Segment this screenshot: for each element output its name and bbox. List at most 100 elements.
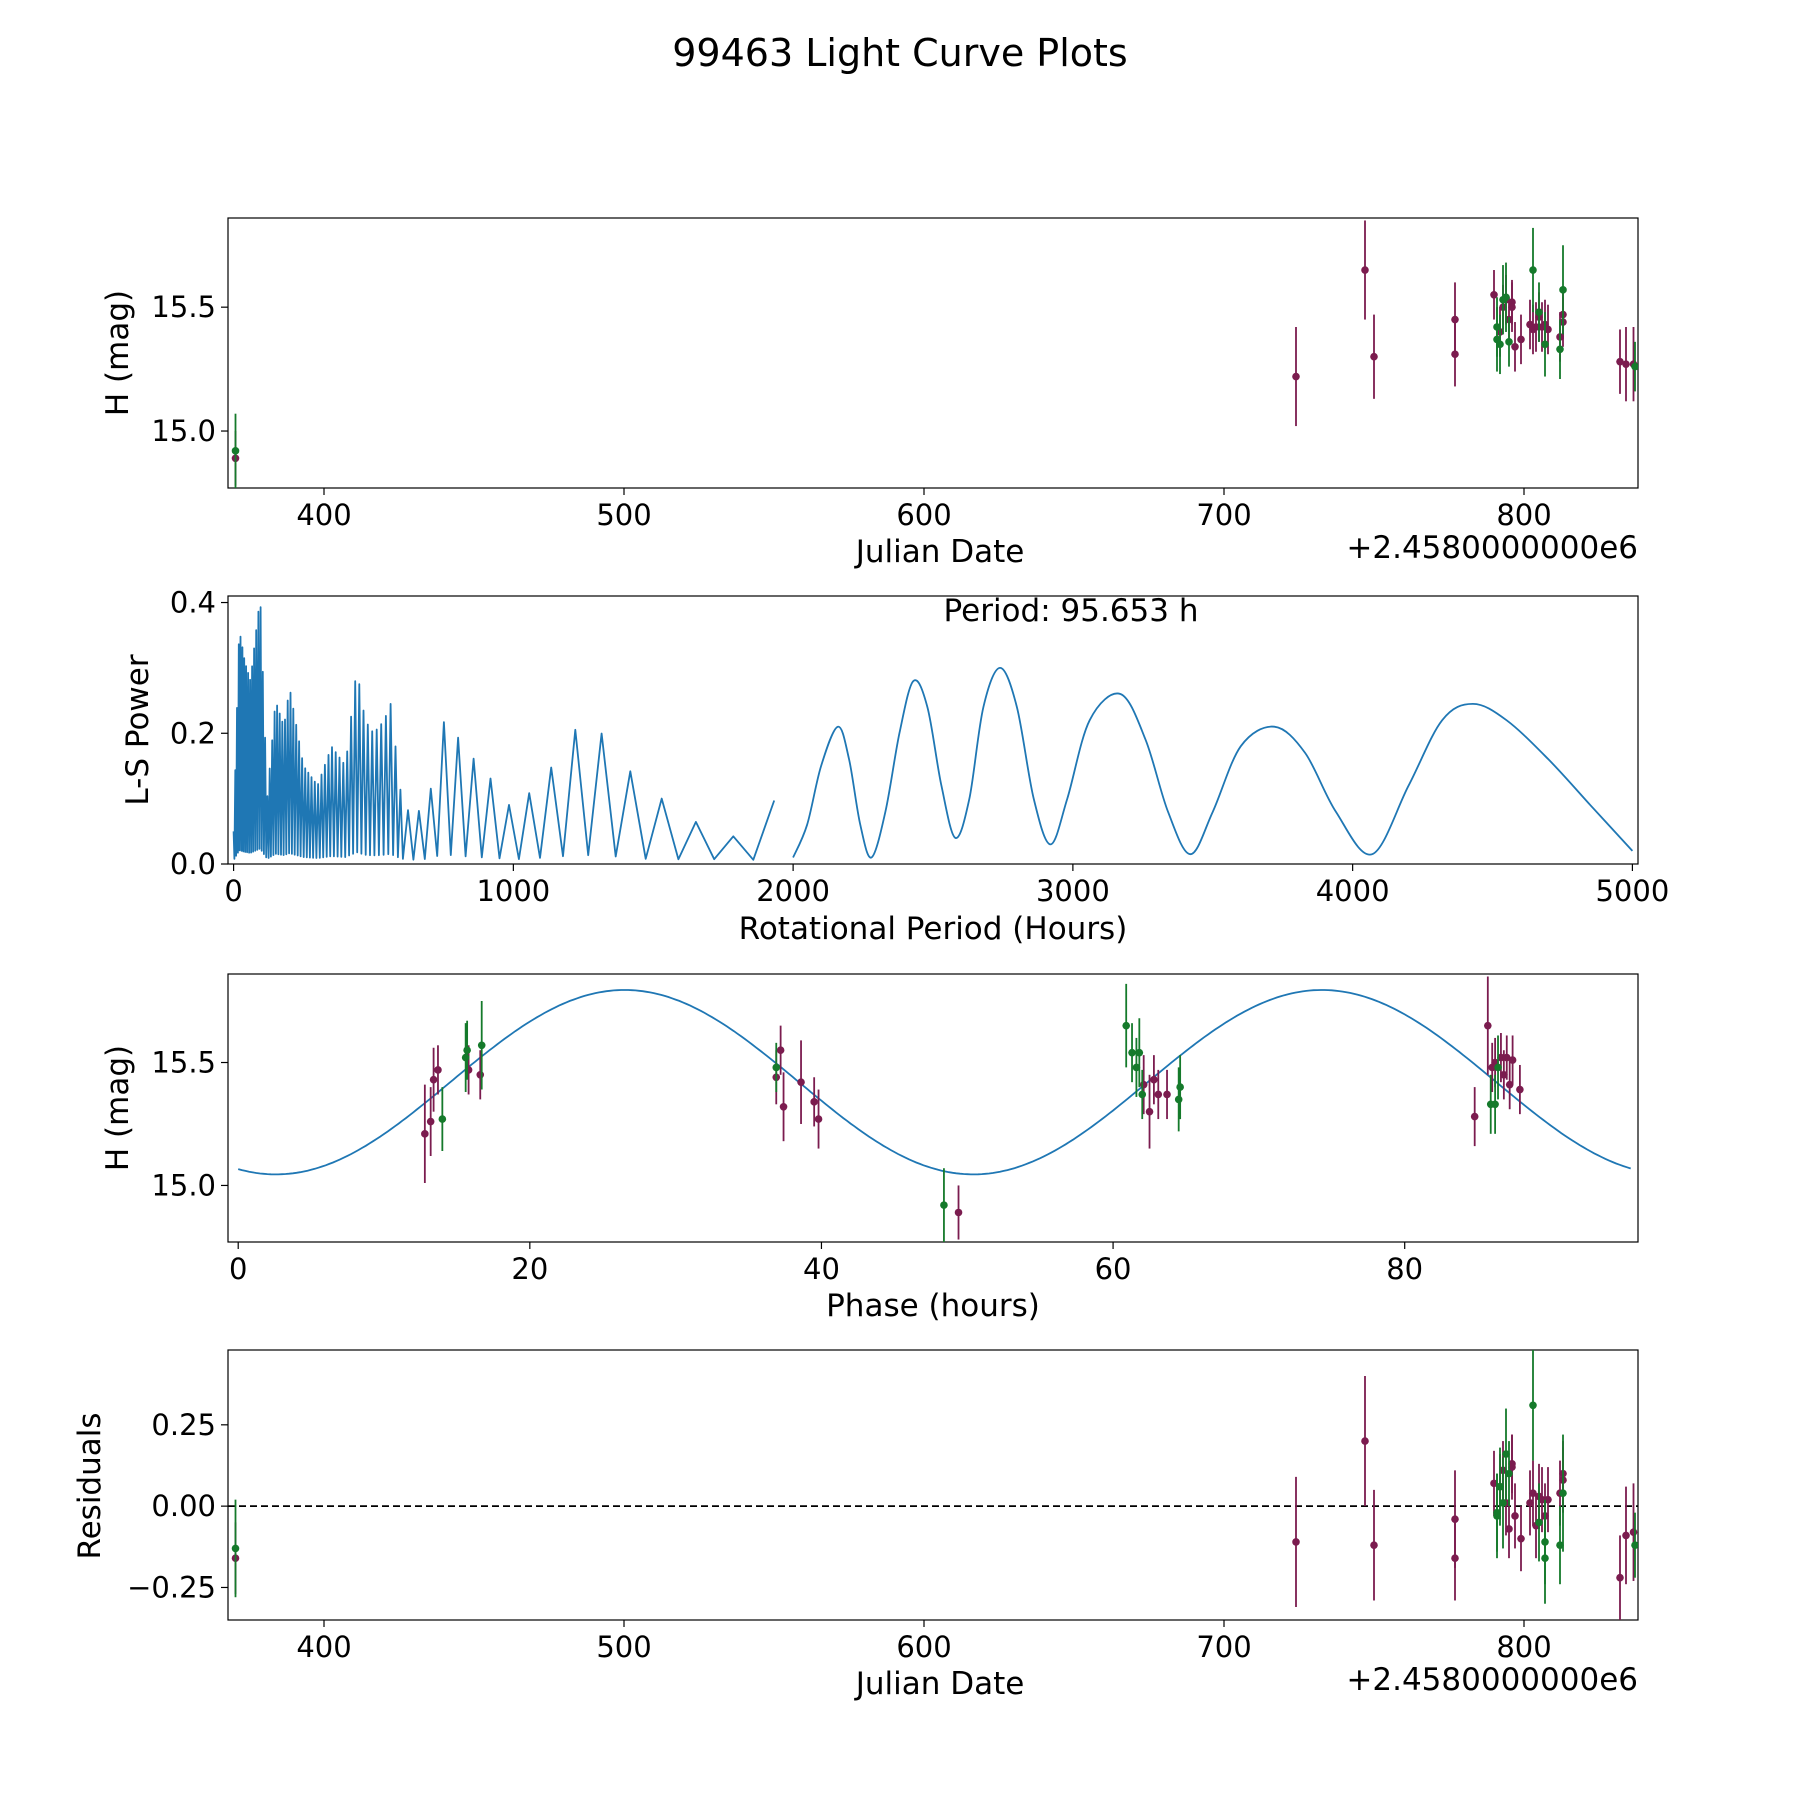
- phasefold-point: [1497, 1053, 1505, 1062]
- lightcurve-point: [231, 447, 240, 455]
- residuals-point: [1538, 1495, 1546, 1504]
- residuals-xtick-label: 800: [1496, 1630, 1551, 1664]
- phasefold-xtick-label: 20: [511, 1252, 548, 1286]
- periodogram-xtick-label: 5000: [1595, 874, 1669, 908]
- lightcurve-ytick-label: 15.0: [151, 414, 216, 448]
- residuals-point: [1451, 1554, 1459, 1562]
- phasefold-point: [1470, 1112, 1479, 1121]
- residuals-point: [1535, 1518, 1543, 1527]
- lightcurve-xtick-label: 500: [596, 498, 651, 532]
- lightcurve-point: [1556, 345, 1564, 354]
- lightcurve-panel: Julian Date +2.4580000000e6 H (mag) 400 5…: [100, 217, 1639, 570]
- residuals-point: [1631, 1541, 1638, 1549]
- phasefold-point: [1505, 1080, 1514, 1089]
- residuals-xlabel: Julian Date: [854, 1666, 1025, 1702]
- phasefold-point: [426, 1117, 435, 1126]
- lightcurve-xtick-label: 400: [296, 498, 351, 532]
- lightcurve-point: [1490, 290, 1498, 299]
- phasefold-point: [1508, 1056, 1517, 1064]
- phasefold-point: [461, 1053, 470, 1062]
- lightcurve-point: [1511, 343, 1519, 351]
- residuals-point: [1541, 1554, 1549, 1562]
- phasefold-point: [434, 1066, 442, 1074]
- phasefold-point: [429, 1075, 438, 1084]
- residuals-point: [1505, 1525, 1513, 1533]
- phasefold-point: [1491, 1100, 1499, 1109]
- phasefold-panel: Phase (hours) H (mag) 0 20 40 60 80 15.0 15.5: [100, 973, 1639, 1324]
- lightcurve-point: [1544, 325, 1552, 334]
- residuals-point: [1502, 1450, 1510, 1458]
- residuals-point: [231, 1544, 240, 1553]
- phasefold-point: [814, 1115, 823, 1123]
- residuals-xtick-label: 500: [596, 1630, 651, 1664]
- phasefold-point: [1516, 1085, 1524, 1094]
- residuals-point: [1529, 1401, 1537, 1410]
- residuals-point: [1529, 1489, 1537, 1497]
- residuals-point: [1490, 1479, 1498, 1488]
- phasefold-point: [797, 1078, 805, 1086]
- periodogram-xtick-label: 2000: [756, 874, 830, 908]
- phasefold-point: [1145, 1107, 1154, 1116]
- periodogram-ylabel: L-S Power: [120, 654, 156, 805]
- phasefold-point: [1154, 1090, 1163, 1099]
- periodogram-ytick-label: 0.0: [170, 847, 216, 881]
- residuals-point: [1556, 1541, 1564, 1549]
- lightcurve-point: [1493, 323, 1501, 331]
- phasefold-point: [1128, 1048, 1136, 1057]
- residuals-point: [1511, 1512, 1519, 1520]
- residuals-point: [1629, 1528, 1638, 1536]
- residuals-point: [1496, 1482, 1504, 1491]
- phasefold-point: [810, 1098, 818, 1106]
- lightcurve-x-offset: +2.4580000000e6: [1346, 530, 1638, 566]
- figure-title: 99463 Light Curve Plots: [672, 31, 1127, 75]
- lightcurve-point: [1370, 352, 1378, 361]
- periodogram-frame: [227, 595, 1639, 865]
- lightcurve-point: [1631, 362, 1638, 371]
- residuals-xtick-label: 700: [1196, 1630, 1251, 1664]
- lightcurve-xtick-label: 600: [896, 498, 951, 532]
- residuals-point: [1370, 1541, 1378, 1549]
- phasefold-point: [1132, 1063, 1141, 1072]
- phasefold-point: [772, 1063, 781, 1072]
- phasefold-point: [1500, 1071, 1508, 1079]
- lightcurve-xtick-label: 800: [1496, 498, 1551, 532]
- phasefold-point: [940, 1201, 948, 1209]
- phasefold-point: [421, 1130, 429, 1138]
- phasefold-point: [476, 1071, 485, 1079]
- residuals-ytick-label: −0.25: [127, 1570, 216, 1604]
- phasefold-model-curve: [237, 989, 1631, 1176]
- residuals-ytick-label: 0.25: [151, 1408, 216, 1442]
- lightcurve-ylabel: H (mag): [100, 290, 136, 416]
- phasefold-point: [1139, 1080, 1148, 1089]
- lightcurve-xtick-label: 700: [1196, 498, 1251, 532]
- phasefold-point: [1494, 1063, 1502, 1072]
- residuals-xtick-label: 600: [896, 1630, 951, 1664]
- phasefold-ytick-label: 15.5: [151, 1046, 216, 1080]
- lightcurve-point: [1541, 340, 1549, 349]
- residuals-point: [1517, 1534, 1525, 1543]
- phasefold-point: [438, 1115, 447, 1123]
- residuals-point: [1616, 1573, 1624, 1582]
- periodogram-lines: [232, 606, 1634, 861]
- phasefold-point: [463, 1046, 471, 1055]
- phasefold-point: [776, 1046, 785, 1055]
- phasefold-point: [1150, 1075, 1158, 1084]
- periodogram-ytick-label: 0.2: [170, 716, 216, 750]
- periodogram-smooth-line: [792, 666, 1634, 859]
- periodogram-panel: Rotational Period (Hours) L-S Power Peri…: [120, 586, 1669, 947]
- residuals-points: [231, 1350, 1638, 1620]
- lightcurve-point: [1451, 315, 1459, 324]
- residuals-point: [1622, 1531, 1630, 1540]
- periodogram-xtick-label: 3000: [1036, 874, 1110, 908]
- lightcurve-point: [1517, 335, 1525, 344]
- lightcurve-point: [1532, 323, 1540, 331]
- lightcurve-point: [1616, 357, 1624, 366]
- residuals-point: [1292, 1538, 1300, 1546]
- phasefold-xtick-label: 40: [803, 1252, 840, 1286]
- periodogram-ytick-label: 0.4: [170, 586, 216, 620]
- phasefold-points: [421, 976, 1524, 1242]
- lightcurve-ytick-label: 15.5: [151, 290, 216, 324]
- periodogram-xlabel: Rotational Period (Hours): [739, 911, 1128, 947]
